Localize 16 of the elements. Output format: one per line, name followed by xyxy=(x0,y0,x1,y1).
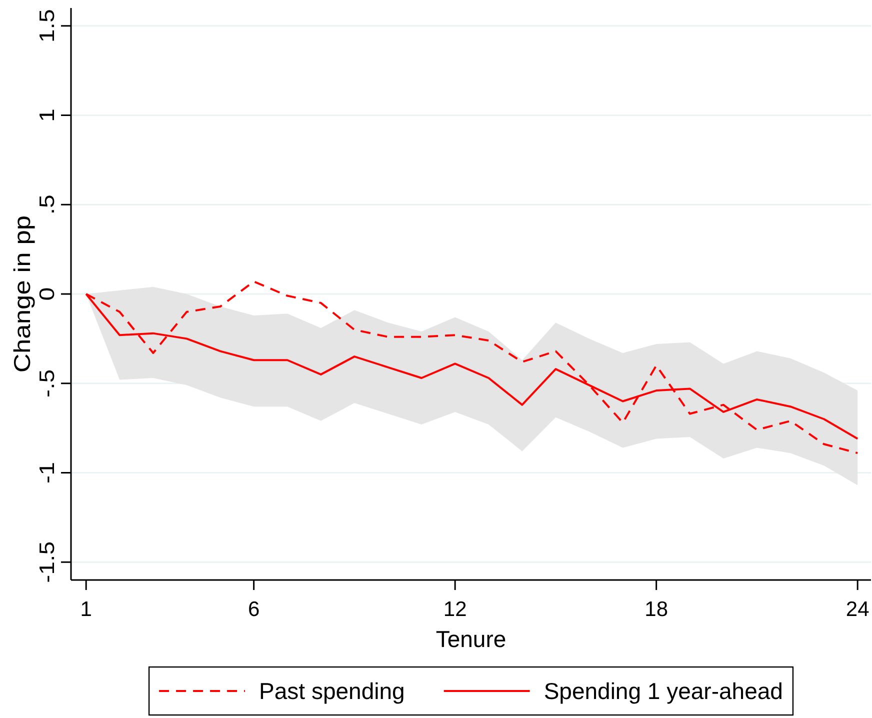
x-axis-title: Tenure xyxy=(436,626,506,652)
x-tick-label: 12 xyxy=(443,598,467,621)
legend-label: Past spending xyxy=(259,678,405,704)
y-tick-label: 0 xyxy=(35,287,59,301)
y-axis-title: Change in pp xyxy=(10,215,36,373)
y-tick-label: .5 xyxy=(35,194,59,215)
x-tick-label: 18 xyxy=(644,598,668,621)
y-tick-label: -.5 xyxy=(35,369,59,398)
y-tick-label: 1 xyxy=(35,108,59,122)
x-tick-label: 6 xyxy=(248,598,260,621)
legend-label: Spending 1 year-ahead xyxy=(544,678,783,704)
x-tick-label: 1 xyxy=(80,598,92,621)
x-tick-label: 24 xyxy=(846,598,870,621)
y-tick-label: 1.5 xyxy=(35,9,59,43)
y-tick-label: -1.5 xyxy=(35,541,59,583)
y-tick-label: -1 xyxy=(35,462,59,484)
